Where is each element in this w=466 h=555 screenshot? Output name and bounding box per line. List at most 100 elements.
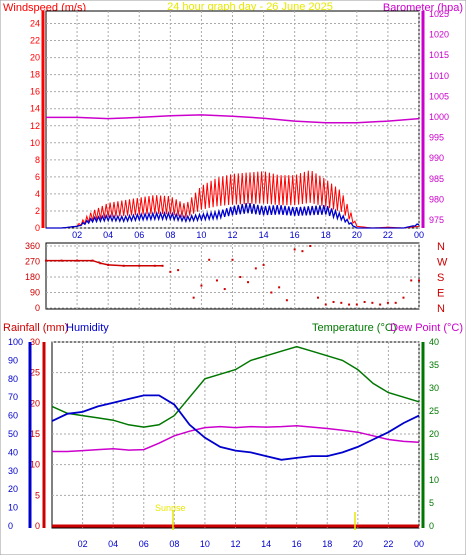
humidity-y-tick: 90 (8, 355, 18, 365)
rainfall-axis-title: Rainfall (mm) (3, 322, 68, 334)
baro-y-tick: 1005 (429, 91, 449, 101)
temp-x-tick: 22 (383, 539, 393, 549)
wind-y-tick: 2 (35, 206, 40, 216)
dir-y-tick: 180 (25, 272, 40, 282)
direction-point (410, 279, 413, 282)
baro-y-tick: 990 (429, 153, 444, 163)
direction-point (200, 284, 203, 287)
temp-x-tick: 20 (353, 539, 363, 549)
wind-x-tick: 02 (72, 230, 82, 240)
wind-x-tick: 10 (196, 230, 206, 240)
direction-point (340, 301, 343, 304)
temp-y-tick: 5 (429, 498, 434, 508)
temp-x-tick: 06 (139, 539, 149, 549)
temp-y-tick: 20 (429, 429, 439, 439)
humidity-y-tick: 80 (8, 374, 18, 384)
baro-y-tick: 1015 (429, 50, 449, 60)
compass-label: E (437, 288, 444, 300)
baro-y-tick: 980 (429, 194, 444, 204)
humidity-y-tick: 100 (8, 337, 23, 347)
temp-y-tick: 30 (429, 383, 439, 393)
direction-point (332, 300, 335, 303)
rain-y-tick: 20 (30, 398, 40, 408)
direction-point (379, 303, 382, 306)
direction-point (247, 281, 250, 284)
temperature-line (51, 345, 420, 428)
direction-point (254, 267, 257, 270)
temp-x-tick: 04 (108, 539, 118, 549)
temp-x-tick: 18 (322, 539, 332, 549)
direction-point (208, 258, 211, 261)
axis-bars (28, 11, 425, 528)
direction-point (316, 296, 319, 299)
wind-x-tick: 00 (414, 230, 424, 240)
temp-x-tick: 10 (200, 539, 210, 549)
wind-y-tick: 18 (30, 70, 40, 80)
baro-y-tick: 975 (429, 215, 444, 225)
rain-y-tick: 30 (30, 337, 40, 347)
temp-y-tick: 10 (429, 475, 439, 485)
direction-point (215, 279, 218, 282)
humidity-y-tick: 50 (8, 429, 18, 439)
compass-label: S (437, 272, 444, 284)
temp-x-tick: 16 (292, 539, 302, 549)
temp-x-tick: 00 (414, 539, 424, 549)
series-lines (45, 114, 420, 528)
direction-point (363, 300, 366, 303)
dir-y-tick: 90 (30, 288, 40, 298)
direction-point (239, 276, 242, 278)
temp-y-tick: 25 (429, 406, 439, 416)
direction-point (278, 286, 281, 289)
wind-x-tick: 20 (352, 230, 362, 240)
baro-y-tick: 1010 (429, 71, 449, 81)
baro-y-tick: 1020 (429, 30, 449, 40)
dewpoint-line (52, 424, 420, 453)
direction-point (231, 258, 234, 261)
wind-x-tick: 06 (134, 230, 144, 240)
graph-title: 24 hour graph day - 26 June 2025 (167, 1, 333, 13)
temp-y-tick: 0 (429, 521, 434, 531)
rain-y-tick: 5 (35, 490, 40, 500)
wind-x-tick: 14 (259, 230, 269, 240)
rain-y-tick: 10 (30, 460, 40, 470)
direction-point (324, 303, 327, 306)
temperature-axis-title: Temperature (°C) (312, 322, 396, 334)
temp-x-tick: 14 (261, 539, 271, 549)
humidity-y-tick: 10 (8, 503, 18, 513)
wind-x-tick: 08 (165, 230, 175, 240)
wind-x-tick: 18 (321, 230, 331, 240)
wind-x-tick: 12 (227, 230, 237, 240)
wind-y-tick: 12 (30, 121, 40, 131)
temp-y-tick: 35 (429, 360, 439, 370)
direction-point (192, 296, 195, 299)
barometer-line (46, 114, 420, 124)
humidity-y-tick: 20 (8, 484, 18, 494)
humidity-y-tick: 40 (8, 447, 18, 457)
humidity-y-tick: 70 (8, 392, 18, 402)
rain-y-tick: 25 (30, 368, 40, 378)
temp-y-tick: 40 (429, 337, 439, 347)
wind-y-tick: 8 (35, 155, 40, 165)
wind-y-tick: 0 (35, 223, 40, 233)
gust-line (46, 170, 420, 229)
dir-y-tick: 360 (25, 241, 40, 251)
dir-y-tick: 270 (25, 257, 40, 267)
sunrise-label: Sunrise (155, 503, 186, 513)
humidity-y-tick: 0 (8, 521, 13, 531)
wind-y-tick: 10 (30, 138, 40, 148)
direction-line (46, 259, 163, 267)
humidity-axis-title: Humidity (66, 322, 109, 334)
direction-point (386, 301, 389, 304)
rain-y-tick: 0 (35, 521, 40, 531)
direction-point (355, 303, 358, 306)
wind-y-tick: 6 (35, 172, 40, 182)
direction-point (169, 270, 172, 273)
temp-y-tick: 15 (429, 452, 439, 462)
direction-point (348, 303, 351, 306)
direction-point (270, 291, 273, 294)
direction-point (309, 245, 312, 247)
humidity-y-tick: 30 (8, 466, 18, 476)
dewpoint-axis-title: Dew Point (°C) (390, 322, 463, 334)
